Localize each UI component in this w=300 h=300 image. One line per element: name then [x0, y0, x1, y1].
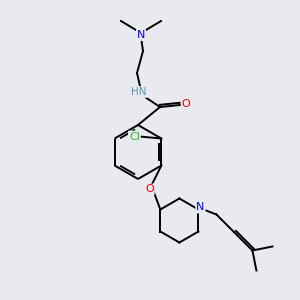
Text: O: O [182, 99, 190, 109]
Text: Cl: Cl [129, 131, 140, 142]
Text: O: O [145, 184, 154, 194]
Text: N: N [137, 30, 145, 40]
Text: HN: HN [131, 87, 147, 97]
Text: N: N [196, 202, 205, 212]
